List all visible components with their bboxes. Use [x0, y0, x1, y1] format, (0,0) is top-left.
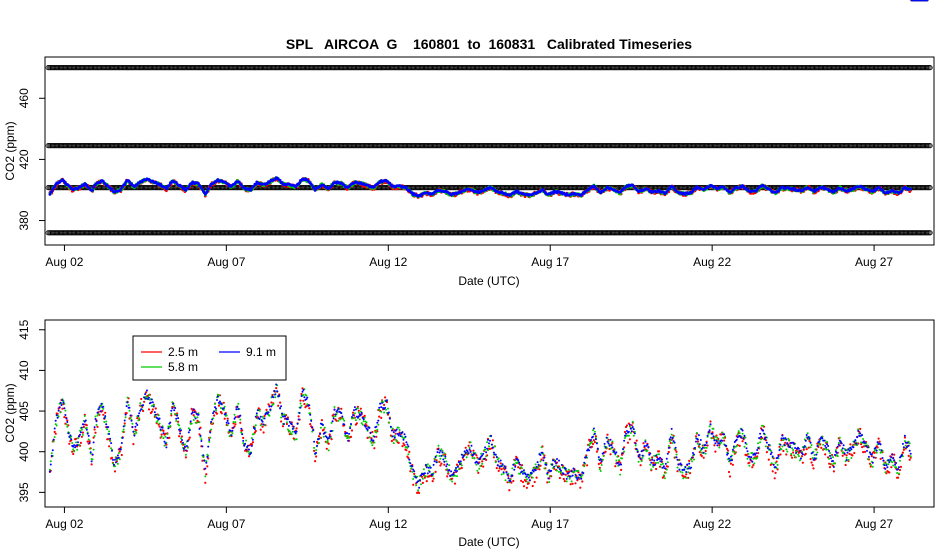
top-chart-title: SPL AIRCOA G 160801 to 160831 Calibrated… — [286, 36, 692, 52]
top-calibration-markers — [45, 65, 933, 236]
top-panel: SPL AIRCOA G 160801 to 160831 Calibrated… — [3, 0, 935, 288]
calibration-marker — [927, 65, 933, 71]
calibration-372 — [45, 230, 933, 236]
calibration-429 — [45, 143, 933, 149]
calibration-marker — [927, 143, 933, 149]
calibration-480 — [45, 65, 933, 71]
top-series-9-1m — [48, 0, 929, 198]
top-series-5-8m — [48, 0, 929, 199]
calibration-marker — [927, 185, 933, 191]
top-series — [48, 0, 929, 199]
top-series-2-5m — [48, 0, 929, 199]
data-point-9-1m — [91, 188, 94, 192]
